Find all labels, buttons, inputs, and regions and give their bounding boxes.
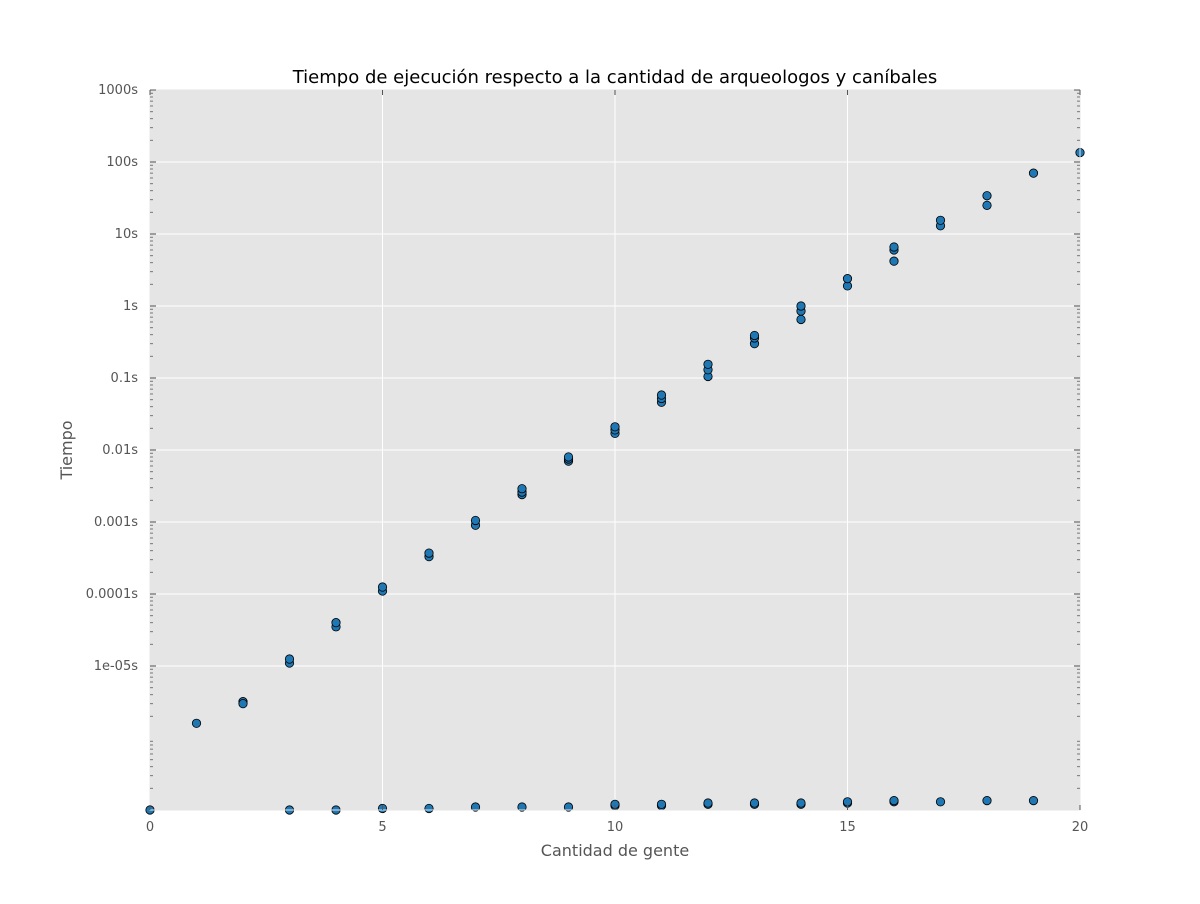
data-point [982,796,992,806]
data-point [424,803,434,814]
data-point [703,798,713,808]
y-tick-label: 0.1s [111,371,139,386]
data-point [749,798,760,808]
data-point [470,802,481,812]
y-tick-label: 0.001s [94,515,138,530]
data-point [238,699,248,709]
data-point [377,582,388,592]
data-point [656,390,667,400]
data-points [145,148,1085,815]
data-point [191,718,202,728]
data-point [982,200,992,210]
data-point [889,256,899,266]
y-tick-label: 1000s [98,83,138,98]
data-point [424,548,434,558]
data-point [1028,168,1039,178]
x-tick-label: 20 [1072,820,1089,835]
data-point [749,330,760,341]
y-tick-label: 0.01s [102,443,138,458]
data-point [703,359,713,369]
y-axis-label: Tiempo [57,420,76,480]
y-tick-label: 1s [123,299,138,314]
y-tick-label: 0.0001s [86,587,138,602]
data-point [842,797,853,807]
y-tick-label: 10s [115,227,139,242]
x-tick-label: 0 [146,820,154,835]
data-point [935,797,946,807]
data-point [331,618,341,628]
data-point [796,798,806,808]
data-point [563,802,574,812]
x-tick-label: 15 [839,820,856,835]
chart-title: Tiempo de ejecución respecto a la cantid… [292,67,938,88]
data-point [517,802,527,812]
data-point [656,799,667,809]
data-point [284,654,295,664]
x-tick-label: 10 [607,820,624,835]
data-point [796,301,806,311]
data-point [889,796,899,806]
data-point [935,215,946,225]
data-point [889,242,899,252]
x-axis-label: Cantidad de gente [541,841,689,860]
data-point [517,484,527,494]
data-point [470,515,481,526]
data-point [796,314,806,325]
data-point [982,191,992,201]
data-point [842,274,853,284]
data-point [610,422,620,432]
y-tick-label: 1e-05s [94,659,139,674]
x-tick-label: 5 [378,820,386,835]
data-point [563,452,574,462]
y-tick-label: 100s [106,155,138,170]
axis-ticks: 0 5 10 15 20 1e-05s 0.0001s 0.001s 0.01s 0.1s 1s 10… [86,83,1089,835]
data-point [1028,796,1039,806]
